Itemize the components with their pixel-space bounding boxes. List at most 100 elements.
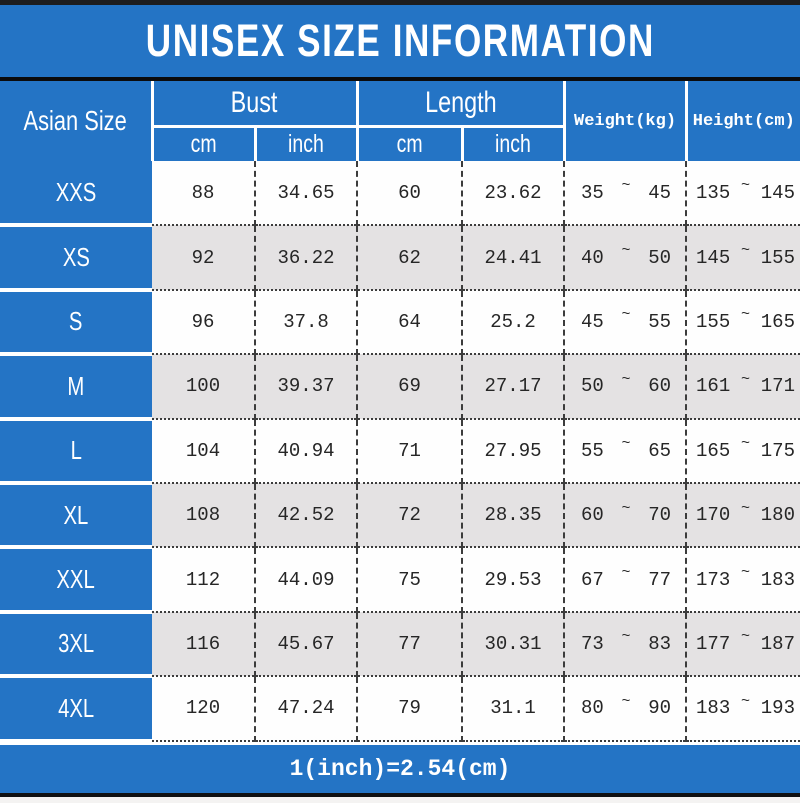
height-min: 165 [696,439,731,462]
tilde-symbol: ~ [621,499,631,517]
height-max: 165 [760,310,795,333]
length-cm-value: 71 [357,418,463,484]
height-min: 161 [696,375,731,398]
height-max: 171 [760,375,795,398]
weight-range: 45 ~55 [564,289,688,356]
table-row: S 96 37.8 64 25.2 45 ~55 155 ~165 [0,289,800,357]
weight-range: 50 ~60 [564,354,688,420]
subheader-bust-cm: cm [152,126,257,161]
weight-max: 70 [648,504,671,527]
height-range: 183 ~193 [686,676,800,742]
bust-cm-value: 104 [152,418,256,484]
weight-max: 50 [648,246,671,269]
weight-range: 67 ~77 [564,547,688,613]
size-label: 4XL [0,676,152,743]
bust-cm-value: 120 [152,676,256,742]
bust-cm-value: 100 [152,354,256,420]
weight-range: 40 ~50 [564,225,688,291]
table-row: XXS 88 34.65 60 23.62 35 ~45 135 ~145 [0,161,800,228]
bust-cm-value: 88 [152,161,256,227]
subheader-length-cm: cm [357,126,464,161]
tilde-symbol: ~ [741,628,751,646]
length-cm-value: 75 [357,547,463,613]
table-row: XS 92 36.22 62 24.41 40 ~50 145 ~155 [0,225,800,292]
weight-min: 40 [581,246,604,269]
bust-cm-value: 96 [152,289,256,356]
height-max: 193 [760,697,795,720]
weight-range: 35 ~45 [564,161,688,227]
length-inch-value: 27.95 [462,418,566,484]
tilde-symbol: ~ [741,306,751,324]
title-bar: UNISEX SIZE INFORMATION [0,5,800,77]
size-table-header: Asian Size Bust Length Weight(kg) Height… [0,81,800,161]
weight-min: 45 [581,310,604,333]
bust-inch-value: 39.37 [255,354,358,420]
column-header-weight: Weight(kg) [564,81,688,161]
length-inch-value: 31.1 [462,676,566,742]
size-label: XXS [0,161,152,228]
height-max: 180 [760,504,795,527]
bust-cm-value: 92 [152,225,256,291]
footer-gap [0,742,800,745]
bust-inch-value: 40.94 [255,418,358,484]
tilde-symbol: ~ [741,177,751,195]
column-header-asian-size: Asian Size [0,81,154,161]
tilde-symbol: ~ [621,242,631,260]
size-label: S [0,289,152,357]
weight-range: 73 ~83 [564,611,688,678]
title-divider [0,77,800,81]
height-range: 165 ~175 [686,418,800,484]
size-label: XXL [0,547,152,614]
table-row: XL 108 42.52 72 28.35 60 ~70 170 ~180 [0,482,800,550]
height-range: 135 ~145 [686,161,800,227]
height-range: 170 ~180 [686,482,800,549]
weight-max: 65 [648,439,671,462]
size-table-body: XXS 88 34.65 60 23.62 35 ~45 135 ~145 XS 92 36.22 62… [0,161,800,743]
weight-max: 83 [648,632,671,655]
table-row: L 104 40.94 71 27.95 55 ~65 165 ~175 [0,418,800,485]
column-header-bust: Bust [152,81,359,128]
column-header-height: Height(cm) [686,81,800,161]
length-inch-value: 23.62 [462,161,566,227]
height-range: 173 ~183 [686,547,800,613]
height-min: 145 [696,246,731,269]
size-table: Asian Size Bust Length Weight(kg) Height… [0,81,800,743]
tilde-symbol: ~ [621,177,631,195]
bust-inch-value: 44.09 [255,547,358,613]
height-max: 187 [760,632,795,655]
weight-min: 80 [581,697,604,720]
size-label: L [0,418,152,485]
size-label: M [0,354,152,421]
footer-bar: 1(inch)=2.54(cm) [0,744,800,793]
tilde-symbol: ~ [621,628,631,646]
weight-min: 55 [581,439,604,462]
length-inch-value: 28.35 [462,482,566,549]
page-title: UNISEX SIZE INFORMATION [145,15,655,66]
bust-inch-value: 47.24 [255,676,358,742]
weight-max: 55 [648,310,671,333]
height-range: 177 ~187 [686,611,800,678]
length-inch-value: 27.17 [462,354,566,420]
bust-inch-value: 34.65 [255,161,358,227]
bust-cm-value: 112 [152,547,256,613]
weight-max: 90 [648,697,671,720]
length-inch-value: 24.41 [462,225,566,291]
tilde-symbol: ~ [741,499,751,517]
tilde-symbol: ~ [741,564,751,582]
bust-inch-value: 45.67 [255,611,358,678]
bust-cm-value: 108 [152,482,256,549]
table-row: 4XL 120 47.24 79 31.1 80 ~90 183 ~193 [0,676,800,743]
bust-cm-value: 116 [152,611,256,678]
tilde-symbol: ~ [741,435,751,453]
length-inch-value: 29.53 [462,547,566,613]
tilde-symbol: ~ [741,242,751,260]
length-cm-value: 62 [357,225,463,291]
weight-min: 60 [581,504,604,527]
tilde-symbol: ~ [621,435,631,453]
table-row: XXL 112 44.09 75 29.53 67 ~77 173 ~183 [0,547,800,614]
tilde-symbol: ~ [621,564,631,582]
subheader-bust-inch: inch [255,126,359,161]
height-min: 173 [696,568,731,591]
height-max: 155 [760,246,795,269]
